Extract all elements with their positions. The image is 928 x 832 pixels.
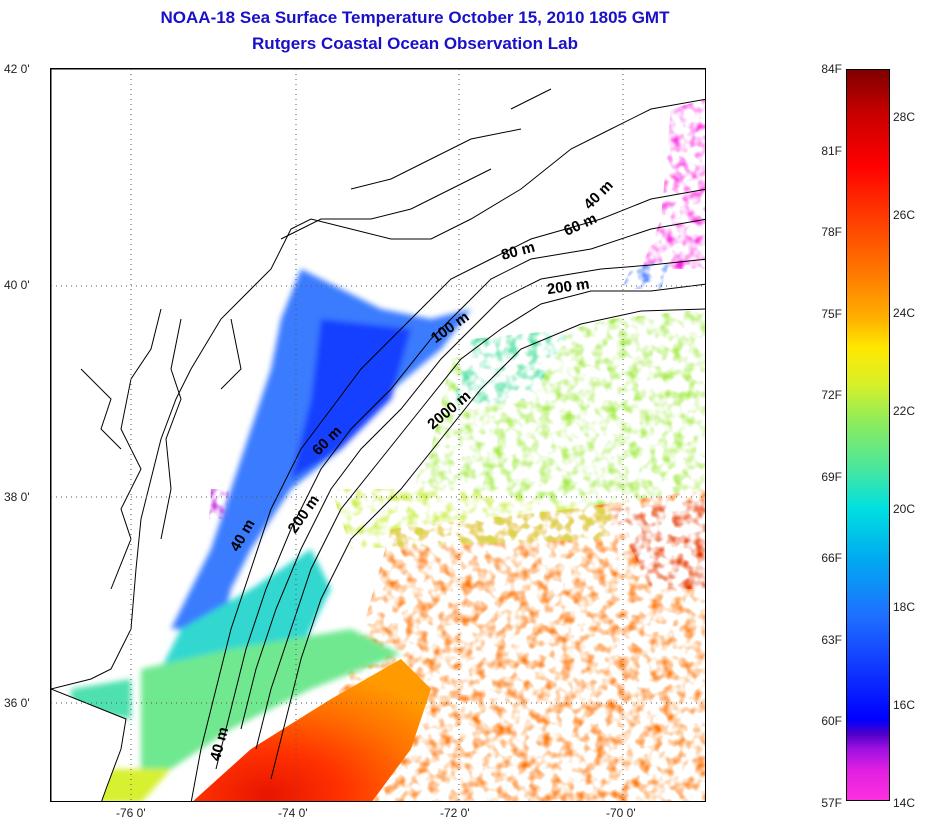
depth-label: 80 m — [499, 239, 536, 264]
map-title: NOAA-18 Sea Surface Temperature October … — [160, 8, 670, 27]
cold-patches — [209, 99, 705, 519]
depth-contours — [190, 188, 705, 801]
depth-label: 200 m — [285, 492, 323, 537]
temperature-colorbar — [846, 69, 890, 801]
colorbar-c-label: 14C — [893, 796, 916, 810]
depth-label: 200 m — [546, 276, 590, 299]
colorbar-c-label: 28C — [893, 110, 916, 124]
lat-label-40: 40 0' — [4, 278, 30, 292]
colorbar-c-label: 24C — [893, 306, 916, 320]
colorbar-f-label: 84F — [821, 62, 842, 76]
colorbar-c-label: 18C — [893, 600, 916, 614]
colorbar-f-label: 81F — [821, 144, 842, 158]
colorbar-f-label: 63F — [821, 633, 842, 647]
colorbar-f-label: 72F — [821, 388, 842, 402]
depth-label: 40 m — [580, 177, 616, 213]
depth-label: 100 m — [428, 308, 473, 346]
lat-label-42: 42 0' — [4, 62, 30, 76]
coastline — [51, 69, 705, 690]
colorbar-f-label: 69F — [821, 470, 842, 484]
colorbar-f-label: 57F — [821, 796, 842, 810]
sst-map: 40 m 60 m 80 m 200 m 100 m 2000 m 60 m 2… — [51, 69, 705, 801]
colorbar-c-label: 16C — [893, 698, 916, 712]
lon-label-74: -74 0' — [278, 806, 308, 820]
colorbar-f-label: 66F — [821, 551, 842, 565]
lat-label-36: 36 0' — [4, 696, 30, 710]
map-subtitle: Rutgers Coastal Ocean Observation Lab — [252, 34, 578, 53]
colorbar-f-label: 75F — [821, 307, 842, 321]
colorbar-f-label: 60F — [821, 714, 842, 728]
gulf-stream — [193, 659, 431, 801]
lat-label-38: 38 0' — [4, 490, 30, 504]
lon-label-76: -76 0' — [116, 806, 146, 820]
colorbar-f-label: 78F — [821, 225, 842, 239]
map-panel: 40 m 60 m 80 m 200 m 100 m 2000 m 60 m 2… — [50, 68, 706, 802]
lon-label-72: -72 0' — [440, 806, 470, 820]
depth-label: 60 m — [561, 210, 599, 240]
colorbar-c-label: 20C — [893, 502, 916, 516]
lon-label-70: -70 0' — [606, 806, 636, 820]
offshore-green-water — [331, 309, 705, 549]
colorbar-c-label: 22C — [893, 404, 916, 418]
colorbar-c-label: 26C — [893, 208, 916, 222]
